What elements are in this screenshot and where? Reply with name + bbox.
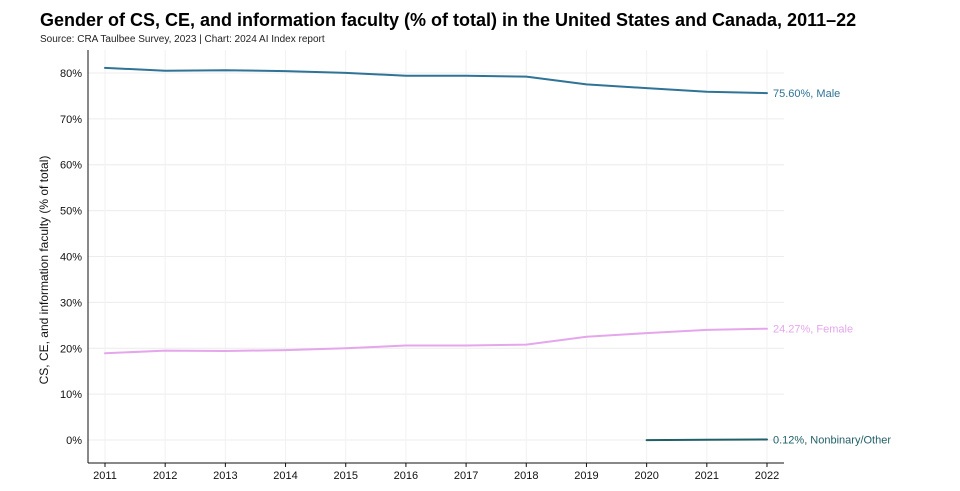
y-tick-label: 40%	[60, 252, 82, 264]
chart-title: Gender of CS, CE, and information facult…	[40, 10, 857, 30]
series-end-labels: 75.60%, Male 24.27%, Female 0.12%, Nonbina…	[773, 88, 891, 446]
gridlines	[88, 50, 784, 463]
chart-source: Source: CRA Taulbee Survey, 2023 | Chart…	[40, 34, 325, 45]
y-axis-label: CS, CE, and information faculty (% of to…	[37, 156, 51, 385]
x-tick-label: 2017	[454, 470, 478, 482]
x-tick-label: 2011	[93, 470, 117, 482]
y-tick-label: 30%	[60, 297, 82, 309]
end-label-female: 24.27%, Female	[773, 324, 853, 336]
axes: 0% 10% 20% 30% 40% 50% 60% 70% 80% 2011 2012 2013 20…	[60, 50, 784, 482]
series-line-male	[104, 66, 768, 95]
end-label-male: 75.60%, Male	[773, 88, 840, 100]
series-lines	[104, 66, 768, 442]
x-tick-label: 2012	[153, 470, 177, 482]
x-tick-label: 2020	[634, 470, 658, 482]
y-tick-label: 80%	[60, 68, 82, 80]
y-tick-label: 10%	[60, 389, 82, 401]
x-tick-label: 2016	[394, 470, 418, 482]
x-tick-label: 2019	[574, 470, 598, 482]
y-tick-label: 20%	[60, 343, 82, 355]
series-line-female	[104, 327, 768, 355]
x-tick-label: 2021	[695, 470, 719, 482]
series-line-nonbinary	[645, 438, 768, 442]
x-tick-label: 2013	[213, 470, 237, 482]
x-tick-label: 2022	[755, 470, 779, 482]
y-tick-label: 50%	[60, 206, 82, 218]
x-tick-label: 2015	[333, 470, 357, 482]
x-tick-label: 2018	[514, 470, 538, 482]
y-tick-label: 60%	[60, 160, 82, 172]
y-tick-label: 70%	[60, 114, 82, 126]
y-tick-label: 0%	[66, 435, 82, 447]
end-label-nonbinary: 0.12%, Nonbinary/Other	[773, 435, 891, 447]
x-tick-label: 2014	[273, 470, 297, 482]
